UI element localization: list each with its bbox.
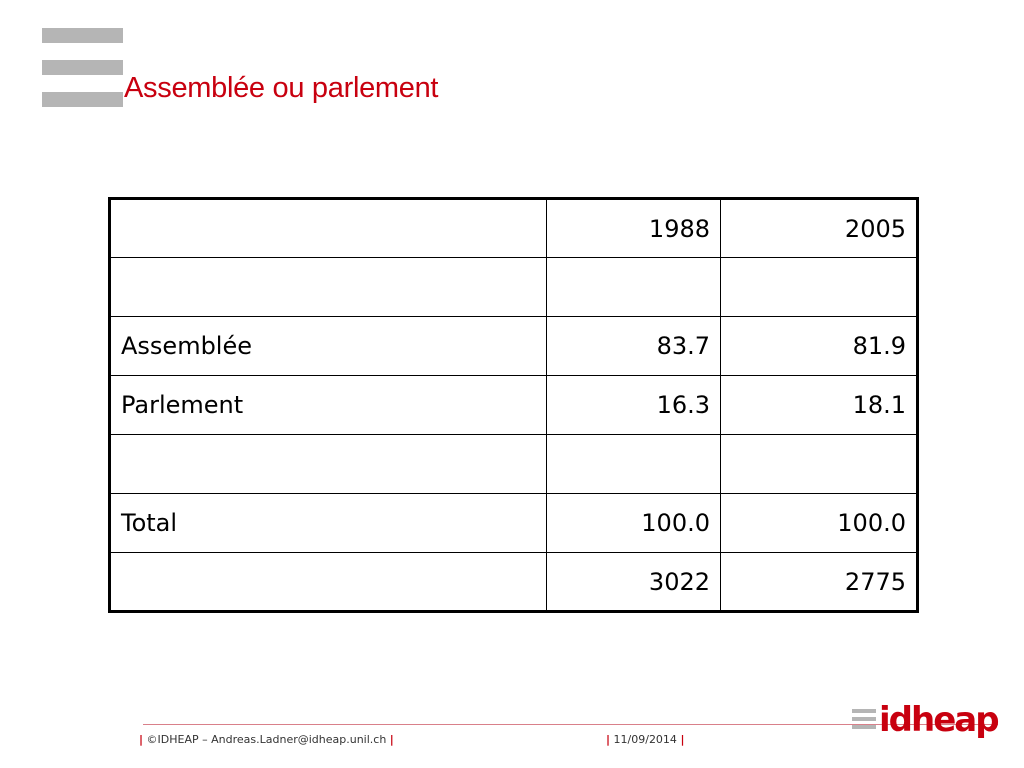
table-header-row: 1988 2005	[109, 198, 918, 258]
table-cell: 100.0	[546, 493, 721, 553]
table-cell: Assemblée	[109, 316, 547, 376]
table-cell: 83.7	[546, 316, 721, 376]
table-cell: 18.1	[720, 375, 918, 435]
idheap-logo: idheap	[852, 700, 1000, 744]
table-cell: 16.3	[546, 375, 721, 435]
table-cell: 3022	[546, 552, 721, 612]
footer-separator: |	[389, 733, 394, 746]
footer-copyright: | ©IDHEAP – Andreas.Ladner@idheap.unil.c…	[139, 733, 394, 746]
table-header-cell: 2005	[720, 198, 918, 258]
table-cell	[109, 198, 547, 258]
table-row: 3022 2775	[109, 552, 918, 612]
table-row: Parlement 16.3 18.1	[109, 375, 918, 435]
table-row: Total 100.0 100.0	[109, 493, 918, 553]
decorative-bar	[42, 28, 123, 43]
table-row	[109, 257, 918, 317]
table-cell	[109, 434, 547, 494]
footer-copyright-text: ©IDHEAP – Andreas.Ladner@idheap.unil.ch	[146, 733, 387, 746]
table-cell	[546, 434, 721, 494]
table-cell	[109, 552, 547, 612]
table-cell: Total	[109, 493, 547, 553]
decorative-bar	[42, 60, 123, 75]
table-cell	[109, 257, 547, 317]
table-cell	[720, 434, 918, 494]
table-row: Assemblée 83.7 81.9	[109, 316, 918, 376]
table-cell: 81.9	[720, 316, 918, 376]
table-cell	[720, 257, 918, 317]
table-cell: 100.0	[720, 493, 918, 553]
decorative-bar	[42, 92, 123, 107]
footer-separator: |	[680, 733, 685, 746]
table-cell: Parlement	[109, 375, 547, 435]
table-header-cell: 1988	[546, 198, 721, 258]
table-cell: 2775	[720, 552, 918, 612]
table-row	[109, 434, 918, 494]
footer-date-text: 11/09/2014	[613, 733, 677, 746]
footer-separator: |	[606, 733, 611, 746]
footer-divider	[143, 724, 998, 725]
table-cell	[546, 257, 721, 317]
logo-text: idheap	[879, 700, 1000, 740]
slide-title: Assemblée ou parlement	[124, 72, 439, 104]
footer-date: | 11/09/2014 |	[606, 733, 684, 746]
data-table: 1988 2005 Assemblée 83.7 81.9 Parlement …	[108, 197, 919, 613]
footer-separator: |	[139, 733, 144, 746]
